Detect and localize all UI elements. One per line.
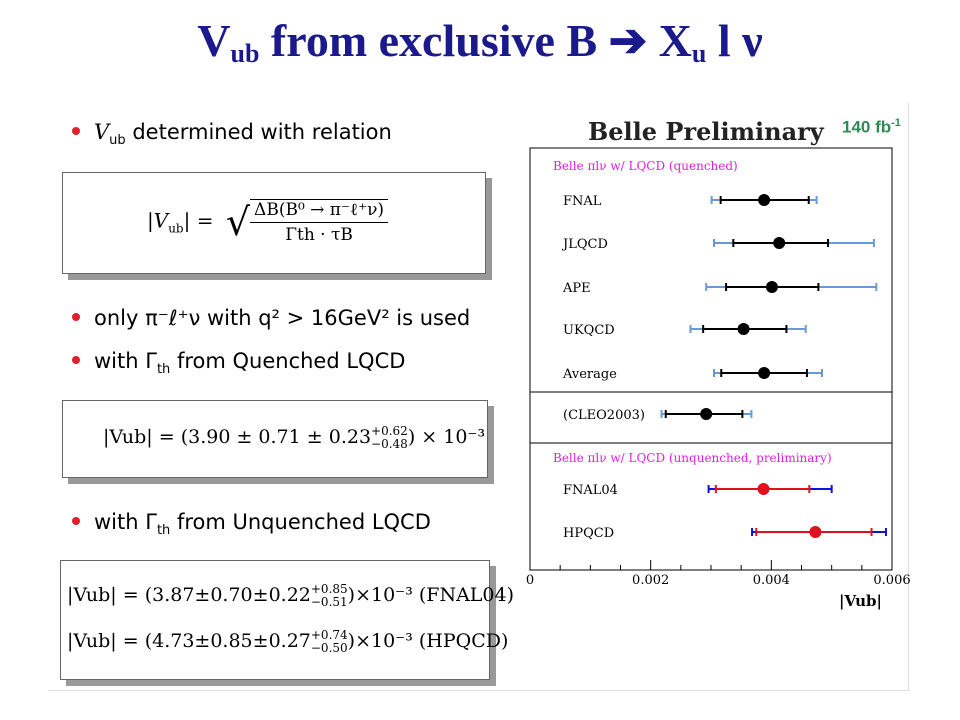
quenched-errors: +0.62 −0.48 [371, 425, 408, 451]
hpqcd-main: |Vub| = (4.73±0.85±0.27 [67, 630, 311, 652]
bullet-text: with Γ [94, 510, 157, 534]
bullet-sub: th [156, 523, 171, 539]
bullet-text: with Γ [94, 349, 157, 373]
hpqcd-formula: |Vub| = (4.73±0.85±0.27 +0.74 −0.50)×10⁻³ … [67, 629, 508, 655]
fnal04-formula: |Vub| = (3.87±0.70±0.22 +0.85 −0.51)×10⁻³ … [67, 583, 514, 609]
quenched-formula: |Vub| = (3.90 ± 0.71 ± 0.23 +0.62 −0.48) ×… [103, 425, 485, 451]
quenched-end: ) × 10⁻³ [407, 426, 486, 448]
rel-lhs-end: | = [183, 208, 214, 233]
relation-formula: |Vub| = √ ΔB(B⁰ → π⁻ℓ⁺ν) Γth · τB [147, 199, 389, 245]
q-down: −0.48 [371, 437, 408, 451]
content-panel [48, 103, 909, 691]
lumi-exp: -1 [891, 117, 901, 129]
title-x: X [647, 15, 692, 66]
bullet-sub: th [156, 362, 171, 378]
bullet-dot-icon [72, 127, 80, 135]
f-down: −0.51 [310, 595, 348, 609]
title-end: l ν [706, 15, 763, 66]
relation-formula-box: |Vub| = √ ΔB(B⁰ → π⁻ℓ⁺ν) Γth · τB [62, 172, 486, 274]
q-up: +0.62 [371, 424, 408, 438]
bullet-text: only π⁻ℓ⁺ν with q² > 16GeV² is used [94, 306, 471, 330]
sqrt-icon: √ [225, 200, 251, 244]
rel-denominator: Γth · τB [285, 225, 353, 245]
title-v: V [197, 15, 231, 66]
bullet-relation: Vub determined with relation [72, 120, 392, 148]
fnal-main: |Vub| = (3.87±0.70±0.22 [67, 584, 311, 606]
f-up: +0.85 [310, 582, 348, 596]
title-text: from exclusive B [259, 15, 609, 66]
bullet-text: determined with relation [125, 120, 392, 144]
hpqcd-errors: +0.74 −0.50 [311, 629, 348, 655]
slide-title: Vub from exclusive B ➔ Xu l ν [0, 18, 960, 67]
h-up: +0.74 [310, 628, 348, 642]
relation-fraction: ΔB(B⁰ → π⁻ℓ⁺ν) Γth · τB [250, 199, 389, 245]
lumi-value: 140 fb [842, 117, 892, 137]
h-down: −0.50 [310, 641, 348, 655]
title-ub: ub [230, 39, 260, 68]
bullet-dot-icon [72, 313, 80, 321]
bullet-quenched: with Γth from Quenched LQCD [72, 349, 405, 377]
quenched-result-box: |Vub| = (3.90 ± 0.71 ± 0.23 +0.62 −0.48) ×… [62, 400, 488, 478]
title-u: u [691, 39, 707, 68]
bullet-unquenched: with Γth from Unquenched LQCD [72, 510, 431, 538]
bullet-text-rest: from Quenched LQCD [170, 349, 406, 373]
fnal-errors: +0.85 −0.51 [311, 583, 348, 609]
fnal-end: )×10⁻³ (FNAL04) [347, 584, 514, 606]
rel-lhs: |V [147, 208, 169, 233]
arrow-icon: ➔ [608, 15, 648, 66]
quenched-main: |Vub| = (3.90 ± 0.71 ± 0.23 [103, 426, 372, 448]
bullet-q2-cut: only π⁻ℓ⁺ν with q² > 16GeV² is used [72, 306, 470, 330]
hpqcd-end: )×10⁻³ (HPQCD) [347, 630, 509, 652]
bullet-ub: ub [109, 133, 126, 149]
bullet-dot-icon [72, 356, 80, 364]
plot-header: Belle Preliminary [588, 117, 824, 146]
bullet-dot-icon [72, 517, 80, 525]
rel-numerator: ΔB(B⁰ → π⁻ℓ⁺ν) [250, 200, 389, 223]
bullet-text-rest: from Unquenched LQCD [170, 510, 431, 534]
bullet-v: V [94, 120, 110, 144]
unquenched-result-box: |Vub| = (3.87±0.70±0.22 +0.85 −0.51)×10⁻³ … [60, 560, 514, 680]
luminosity-label: 140 fb-1 [842, 117, 901, 138]
rel-lhs-sub: ub [168, 221, 184, 236]
